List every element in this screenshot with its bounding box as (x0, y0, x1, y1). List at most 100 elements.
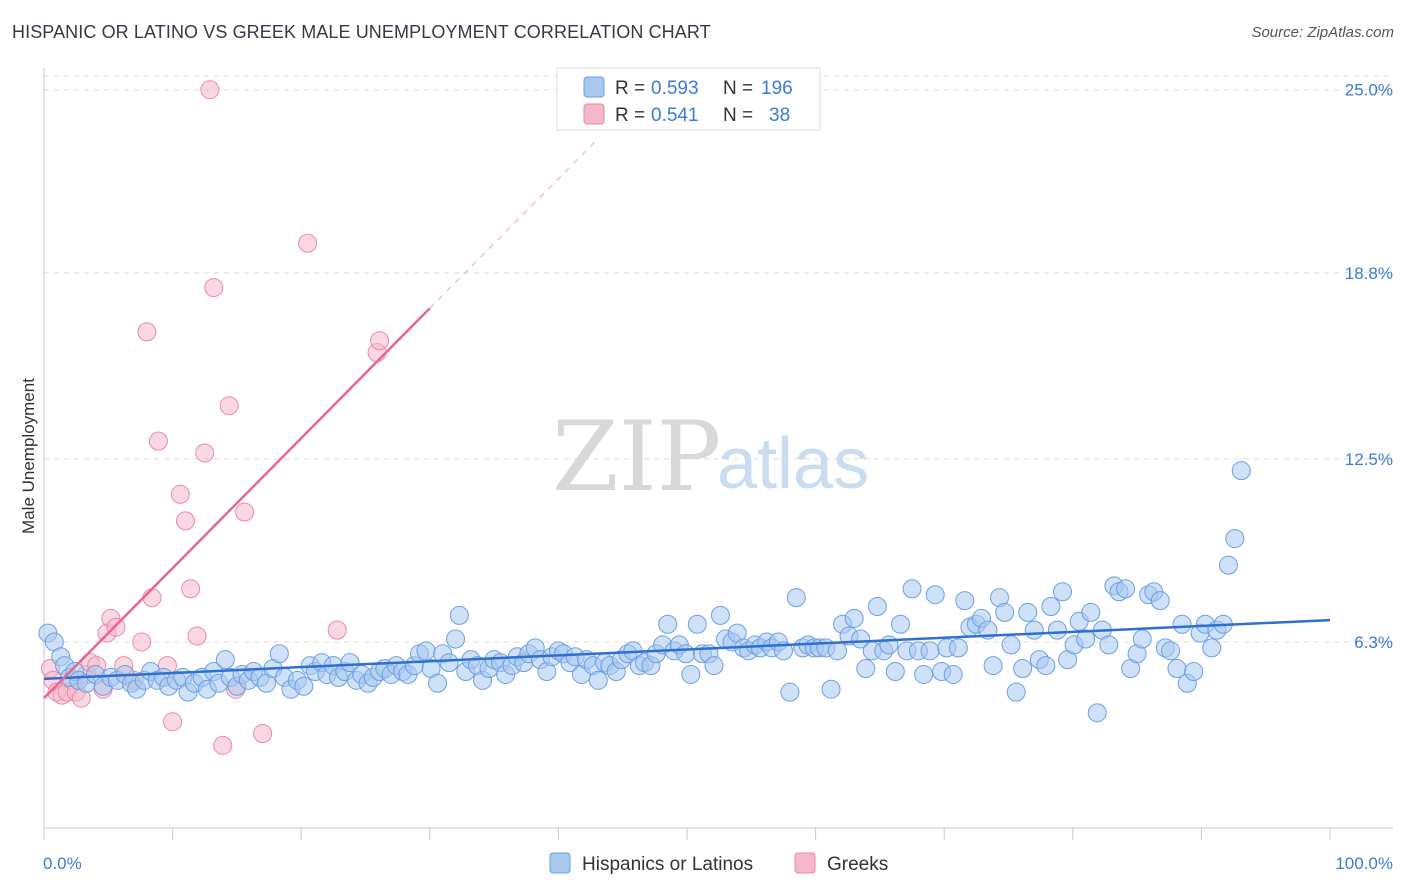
hispanics-point-146 (902, 579, 922, 599)
hispanics-point-68 (449, 605, 469, 625)
bottom-legend-swatch-hispanics (549, 852, 571, 874)
hispanics-point-166 (1018, 602, 1038, 622)
legend-n-value-2: 38 (769, 105, 790, 126)
legend-r-label-1: R = (615, 78, 645, 99)
hispanics-point-198 (1202, 638, 1222, 658)
greeks-point-36 (327, 620, 347, 640)
hispanics-point-125 (780, 682, 800, 702)
hispanics-point-154 (948, 638, 968, 658)
x-tick-label-min: 0.0% (43, 854, 82, 873)
hispanics-point-163 (1001, 635, 1021, 655)
y-tick-label-0: 6.3% (1354, 633, 1393, 652)
y-tick-label-2: 18.8% (1345, 264, 1393, 283)
hispanics-point-176 (1076, 629, 1096, 649)
hispanics-point-109 (687, 614, 707, 634)
hispanics-point-148 (914, 664, 934, 684)
greeks-trend-extension (429, 139, 598, 309)
x-tick-label-max: 100.0% (1335, 854, 1393, 873)
greeks-point-26 (187, 626, 207, 646)
legend-swatch-hispanics (583, 76, 605, 98)
legend-n-label-2: N = (723, 105, 753, 126)
hispanics-point-170 (1041, 597, 1061, 617)
legend-n-value-1: 196 (761, 78, 793, 99)
greeks-point-24 (175, 511, 195, 531)
hispanics-point-167 (1024, 620, 1044, 640)
hispanics-point-107 (676, 644, 696, 664)
hispanics-point-193 (1172, 614, 1192, 634)
legend-r-value-2: 0.541 (651, 105, 699, 126)
legend-swatch-greeks (583, 103, 605, 125)
greeks-points (40, 80, 390, 755)
greeks-point-27 (195, 443, 215, 463)
hispanics-point-64 (428, 673, 448, 693)
watermark-atlas: atlas (717, 424, 869, 504)
y-axis-label: Male Unemployment (19, 378, 38, 534)
hispanics-point-132 (821, 679, 841, 699)
legend-r-label-2: R = (615, 105, 645, 126)
watermark-zip: ZIP (552, 401, 721, 513)
hispanics-point-137 (851, 629, 871, 649)
hispanics-trend-line (43, 618, 1331, 681)
hispanics-point-162 (995, 602, 1015, 622)
greeks-point-14 (106, 617, 126, 637)
greeks-point-23 (170, 484, 190, 504)
hispanics-point-153 (943, 664, 963, 684)
hispanics-point-140 (867, 597, 887, 617)
hispanics-point-164 (1006, 682, 1026, 702)
gridlines (44, 75, 1393, 643)
axes (43, 68, 1393, 840)
greeks-point-30 (213, 735, 233, 755)
hispanics-point-183 (1116, 579, 1136, 599)
greeks-point-18 (137, 322, 157, 342)
hispanics-point-186 (1132, 629, 1152, 649)
hispanics-point-136 (844, 608, 864, 628)
hispanics-point-202 (1225, 529, 1245, 549)
hispanics-point-133 (827, 641, 847, 661)
hispanics-point-144 (890, 614, 910, 634)
y-tick-label-1: 12.5% (1345, 450, 1393, 469)
hispanics-point-180 (1099, 635, 1119, 655)
hispanics-point-178 (1087, 703, 1107, 723)
hispanics-point-155 (955, 591, 975, 611)
hispanics-point-113 (710, 605, 730, 625)
hispanics-point-203 (1231, 461, 1251, 481)
source-note: Source: ZipAtlas.com (1251, 24, 1394, 41)
hispanics-point-142 (879, 635, 899, 655)
hispanics-point-160 (983, 656, 1003, 676)
bottom-legend: Hispanics or Latinos Greeks (549, 852, 888, 875)
trend-lines (43, 139, 1331, 699)
hispanics-point-28 (215, 650, 235, 670)
hispanics-point-108 (681, 664, 701, 684)
hispanics-point-177 (1081, 602, 1101, 622)
hispanics-point-62 (416, 641, 436, 661)
greeks-point-29 (204, 278, 224, 298)
hispanics-point-149 (920, 641, 940, 661)
hispanics-point-37 (269, 644, 289, 664)
hispanics-point-126 (786, 588, 806, 608)
hispanics-point-169 (1036, 656, 1056, 676)
hispanics-point-191 (1161, 641, 1181, 661)
y-tick-label-3: 25.0% (1345, 81, 1393, 100)
hispanics-point-112 (704, 656, 724, 676)
bottom-legend-swatch-greeks (794, 852, 816, 874)
greeks-point-38 (370, 331, 390, 351)
legend-n-label-1: N = (723, 78, 753, 99)
hispanics-point-150 (925, 585, 945, 605)
greeks-point-33 (235, 502, 255, 522)
hispanics-point-104 (658, 614, 678, 634)
greeks-point-19 (142, 588, 162, 608)
hispanics-point-138 (856, 659, 876, 679)
hispanics-point-49 (340, 653, 360, 673)
hispanics-point-201 (1218, 555, 1238, 575)
greeks-point-31 (219, 396, 239, 416)
y-tick-labels: 6.3% 12.5% 18.8% 25.0% (1345, 81, 1393, 652)
hispanics-point-92 (588, 670, 608, 690)
hispanics-point-189 (1150, 591, 1170, 611)
greeks-point-17 (132, 632, 152, 652)
greeks-point-25 (181, 579, 201, 599)
hispanics-points (38, 461, 1251, 723)
greeks-point-35 (298, 233, 318, 253)
hispanics-point-165 (1013, 659, 1033, 679)
bottom-legend-label-greeks: Greeks (827, 854, 888, 875)
